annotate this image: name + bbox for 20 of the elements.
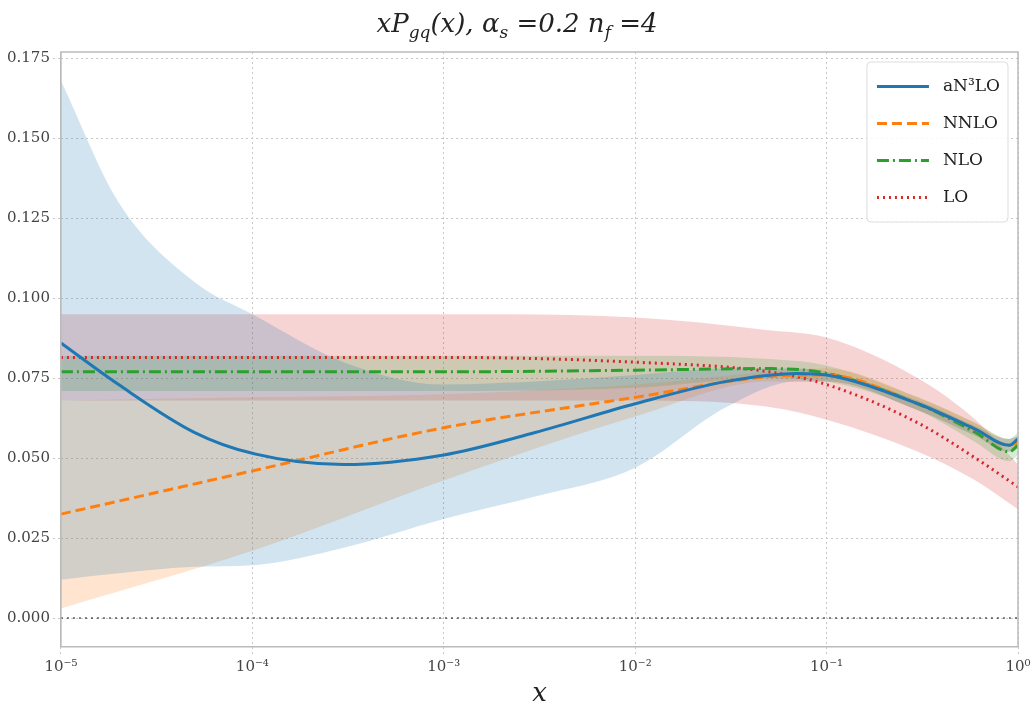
y-tick-label: 0.075 bbox=[6, 368, 50, 387]
x-tick-label: 10⁰ bbox=[1005, 656, 1031, 675]
x-tick-label: 10⁻² bbox=[618, 656, 652, 675]
y-tick-label: 0.000 bbox=[6, 607, 50, 626]
y-tick-label: 0.025 bbox=[6, 527, 50, 546]
x-tick-label: 10⁻⁵ bbox=[44, 656, 78, 675]
x-tick-label: 10⁻³ bbox=[427, 656, 461, 675]
legend-label: NLO bbox=[942, 148, 984, 169]
legend-label: LO bbox=[942, 185, 969, 206]
y-tick-label: 0.125 bbox=[6, 208, 50, 227]
y-tick-label: 0.150 bbox=[6, 128, 50, 147]
legend-label: aN³LO bbox=[942, 74, 1001, 95]
chart-title: xP$_{gq}$(x), α$_{s}$ =0.2 n$_{f}$ =4 bbox=[375, 8, 659, 43]
legend-label: NNLO bbox=[942, 111, 998, 132]
y-tick-label: 0.050 bbox=[6, 448, 50, 467]
x-tick-label: 10⁻⁴ bbox=[235, 656, 269, 675]
x-tick-label: 10⁻¹ bbox=[810, 656, 844, 675]
x-axis-title: x bbox=[532, 677, 548, 708]
y-tick-label: 0.100 bbox=[6, 288, 50, 307]
y-tick-label: 0.175 bbox=[6, 48, 50, 67]
